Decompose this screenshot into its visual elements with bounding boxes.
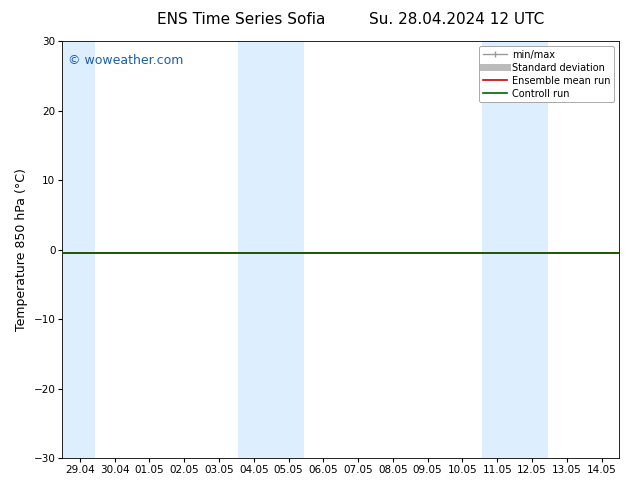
Bar xyxy=(482,41,548,458)
Bar xyxy=(238,41,304,458)
Text: © woweather.com: © woweather.com xyxy=(68,53,183,67)
Bar xyxy=(62,41,96,458)
Legend: min/max, Standard deviation, Ensemble mean run, Controll run: min/max, Standard deviation, Ensemble me… xyxy=(479,46,614,102)
Text: ENS Time Series Sofia: ENS Time Series Sofia xyxy=(157,12,325,27)
Text: Su. 28.04.2024 12 UTC: Su. 28.04.2024 12 UTC xyxy=(369,12,544,27)
Y-axis label: Temperature 850 hPa (°C): Temperature 850 hPa (°C) xyxy=(15,168,28,331)
